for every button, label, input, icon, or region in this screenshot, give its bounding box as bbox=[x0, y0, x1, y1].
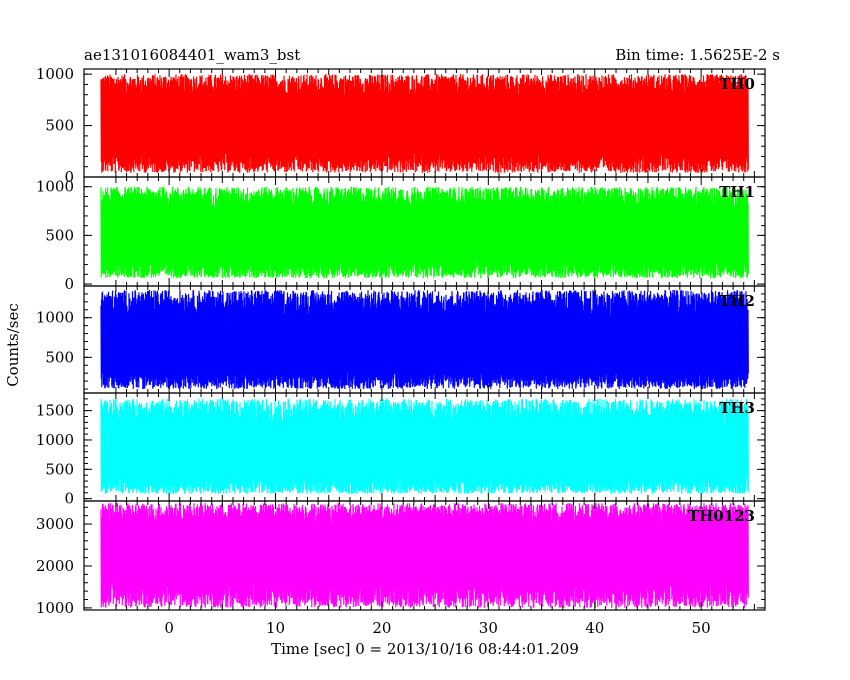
y-tick-label: 1000 bbox=[36, 309, 74, 327]
y-tick-label: 2000 bbox=[36, 557, 74, 575]
y-tick-label: 500 bbox=[45, 460, 74, 478]
y-tick-label: 1500 bbox=[36, 402, 74, 420]
panels-group: 0 500 1000 TH0 0 500 1000 TH1 500 1000 TH2 0 500 1000… bbox=[36, 65, 766, 617]
x-tick-label: 40 bbox=[585, 619, 604, 637]
panel-label-th3: TH3 bbox=[719, 399, 755, 417]
series-th1-trace bbox=[100, 186, 749, 279]
chart-title: ae131016084401_wam3_bst bbox=[84, 46, 300, 64]
panel-th2: 500 1000 TH2 bbox=[36, 285, 766, 394]
y-tick-label: 1000 bbox=[36, 599, 74, 617]
panel-th0: 0 500 1000 TH0 bbox=[36, 65, 766, 186]
panel-th1: 0 500 1000 TH1 bbox=[36, 176, 766, 293]
x-tick-label: 20 bbox=[372, 619, 391, 637]
x-tick-label: 0 bbox=[164, 619, 174, 637]
y-tick-label: 1000 bbox=[36, 431, 74, 449]
series-th0123-trace bbox=[100, 503, 749, 608]
x-tick-label: 30 bbox=[479, 619, 498, 637]
y-tick-label: 3000 bbox=[36, 515, 74, 533]
x-axis-label: Time [sec] 0 = 2013/10/16 08:44:01.209 bbox=[271, 640, 579, 658]
panel-label-th0: TH0 bbox=[719, 75, 755, 93]
y-tick-label: 0 bbox=[64, 168, 74, 186]
y-tick-label: 0 bbox=[64, 490, 74, 508]
bin-time-label: Bin time: 1.5625E-2 s bbox=[615, 46, 780, 64]
panel-label-th0123: TH0123 bbox=[688, 507, 755, 525]
y-tick-label: 0 bbox=[64, 275, 74, 293]
series-th0-trace bbox=[100, 74, 749, 173]
series-th2-trace bbox=[100, 289, 749, 390]
x-tick-label: 50 bbox=[692, 619, 711, 637]
y-axis-label: Counts/sec bbox=[4, 303, 22, 387]
y-tick-label: 500 bbox=[45, 226, 74, 244]
x-axis: 0 10 20 30 40 50 bbox=[164, 619, 710, 637]
y-tick-label: 1000 bbox=[36, 178, 74, 196]
series-th3-trace bbox=[100, 398, 749, 495]
panel-th3: 0 500 1000 1500 TH3 bbox=[36, 392, 766, 508]
y-tick-label: 500 bbox=[45, 117, 74, 135]
y-tick-label: 1000 bbox=[36, 65, 74, 83]
panel-label-th2: TH2 bbox=[719, 292, 755, 310]
y-tick-label: 500 bbox=[45, 348, 74, 366]
panel-th0123: 1000 2000 3000 TH0123 bbox=[36, 500, 766, 617]
x-tick-label: 10 bbox=[266, 619, 285, 637]
panel-label-th1: TH1 bbox=[719, 183, 755, 201]
